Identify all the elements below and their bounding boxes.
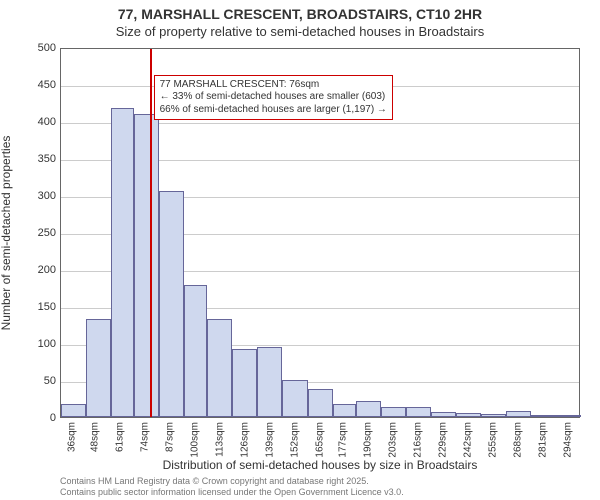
annotation-line: 66% of semi-detached houses are larger (… <box>160 104 387 117</box>
annotation-line: ← 33% of semi-detached houses are smalle… <box>160 91 387 104</box>
histogram-bar <box>531 415 556 417</box>
chart-footer: Contains HM Land Registry data © Crown c… <box>60 476 404 498</box>
footer-line-1: Contains HM Land Registry data © Crown c… <box>60 476 404 487</box>
histogram-bar <box>159 191 184 417</box>
y-tick-label: 250 <box>16 227 56 239</box>
x-tick-label: 165sqm <box>315 422 326 458</box>
y-tick-label: 100 <box>16 338 56 350</box>
x-tick-label: 281sqm <box>538 422 549 458</box>
x-tick-label: 61sqm <box>114 422 125 452</box>
histogram-bar <box>431 412 456 417</box>
histogram-bar <box>381 407 406 417</box>
histogram-bar <box>232 349 257 417</box>
histogram-bar <box>134 114 159 417</box>
x-tick-label: 139sqm <box>264 422 275 458</box>
x-tick-label: 126sqm <box>239 422 250 458</box>
histogram-bar <box>111 108 134 417</box>
x-axis-label: Distribution of semi-detached houses by … <box>60 458 580 472</box>
histogram-bar <box>282 380 307 417</box>
chart-root: { "chart": { "type": "histogram", "title… <box>0 0 600 500</box>
histogram-bar <box>481 414 506 417</box>
x-tick-label: 74sqm <box>139 422 150 452</box>
x-tick-label: 216sqm <box>413 422 424 458</box>
y-tick-label: 350 <box>16 153 56 165</box>
y-tick-label: 500 <box>16 42 56 54</box>
histogram-bar <box>456 413 481 417</box>
x-tick-label: 255sqm <box>488 422 499 458</box>
histogram-bar <box>257 347 282 417</box>
histogram-bar <box>556 415 581 417</box>
x-tick-label: 190sqm <box>363 422 374 458</box>
x-tick-label: 268sqm <box>513 422 524 458</box>
x-tick-label: 177sqm <box>338 422 349 458</box>
x-tick-label: 294sqm <box>563 422 574 458</box>
chart-title-line2: Size of property relative to semi-detach… <box>0 24 600 39</box>
x-tick-label: 113sqm <box>214 422 225 457</box>
chart-title-line1: 77, MARSHALL CRESCENT, BROADSTAIRS, CT10… <box>0 6 600 22</box>
histogram-bar <box>406 407 431 417</box>
y-tick-label: 150 <box>16 301 56 313</box>
annotation-box: 77 MARSHALL CRESCENT: 76sqm← 33% of semi… <box>154 75 393 121</box>
y-tick-label: 50 <box>16 375 56 387</box>
y-tick-label: 450 <box>16 79 56 91</box>
histogram-bar <box>333 404 356 417</box>
histogram-bar <box>506 411 531 417</box>
x-tick-label: 100sqm <box>189 422 200 458</box>
property-marker-line <box>150 49 152 417</box>
x-tick-label: 36sqm <box>66 422 77 452</box>
y-tick-label: 200 <box>16 264 56 276</box>
histogram-bar <box>207 319 232 417</box>
x-tick-label: 203sqm <box>388 422 399 458</box>
histogram-bar <box>61 404 86 417</box>
x-tick-label: 152sqm <box>289 422 300 458</box>
histogram-bar <box>184 285 207 417</box>
y-tick-label: 0 <box>16 412 56 424</box>
x-tick-label: 87sqm <box>164 422 175 452</box>
annotation-header: 77 MARSHALL CRESCENT: 76sqm <box>160 79 387 92</box>
histogram-bar <box>86 319 111 417</box>
x-tick-label: 242sqm <box>463 422 474 458</box>
x-tick-label: 48sqm <box>89 422 100 452</box>
histogram-bar <box>308 389 333 417</box>
y-axis-label: Number of semi-detached properties <box>0 136 13 331</box>
y-tick-label: 400 <box>16 116 56 128</box>
x-tick-label: 229sqm <box>438 422 449 458</box>
footer-line-2: Contains public sector information licen… <box>60 487 404 498</box>
y-tick-label: 300 <box>16 190 56 202</box>
histogram-bar <box>356 401 381 417</box>
plot-area: 77 MARSHALL CRESCENT: 76sqm← 33% of semi… <box>60 48 580 418</box>
